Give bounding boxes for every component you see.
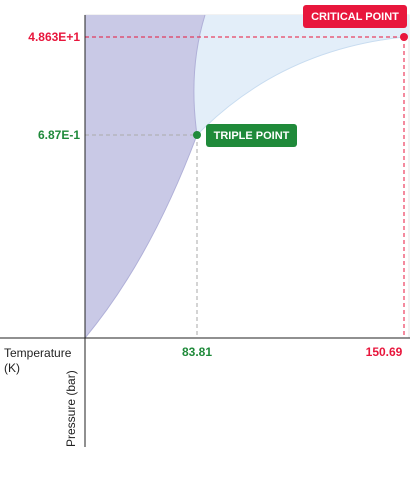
x-axis-label: Temperature (K) (4, 346, 72, 375)
melting-curve (193, 14, 206, 136)
x-axis-label-box: Temperature (K) (4, 346, 72, 375)
sublimation-curve (84, 134, 198, 339)
critical-point-marker (400, 33, 408, 41)
critical-temperature: 150.69 (366, 345, 403, 359)
triple-pressure: 6.87E-1 (38, 128, 80, 142)
vaporization-curve (196, 36, 405, 136)
critical-badge (303, 5, 407, 28)
solid-region (85, 15, 205, 338)
y-axis-label: Pressure (bar) (64, 370, 78, 447)
triple-point-marker (193, 131, 201, 139)
triple-temperature: 83.81 (182, 345, 212, 359)
critical-pressure: 4.863E+1 (28, 30, 80, 44)
triple-badge (206, 124, 297, 147)
triple-label: TRIPLE POINT (214, 130, 290, 142)
critical-label: CRITICAL POINT (311, 11, 399, 23)
